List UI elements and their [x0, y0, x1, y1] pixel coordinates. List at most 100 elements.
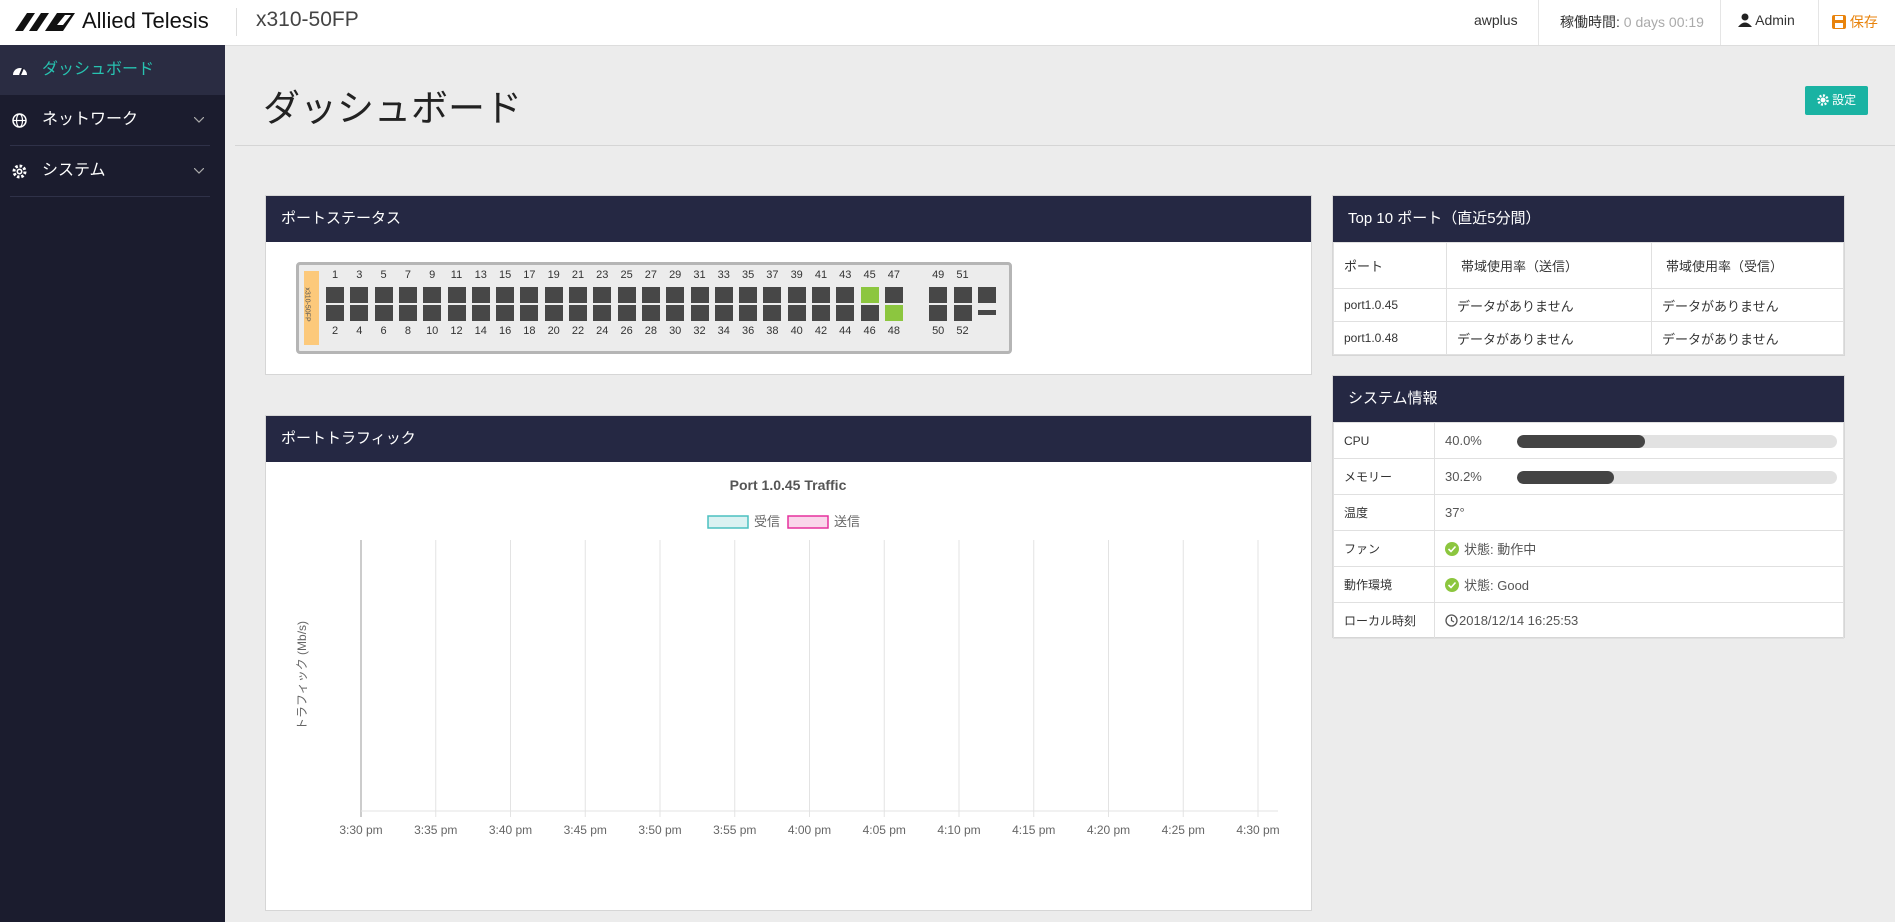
port-number: 29: [669, 269, 682, 281]
panel-title: Top 10 ポート（直近5分間）: [1333, 196, 1844, 242]
x-tick-label: 4:10 pm: [937, 823, 980, 837]
legend-label: 受信: [754, 514, 780, 529]
nav-network[interactable]: ネットワーク: [0, 95, 225, 145]
port-number: 20: [547, 325, 560, 337]
info-text: 状態: Good: [1464, 578, 1530, 593]
title-separator: [235, 145, 1895, 146]
column-header: ポート: [1333, 242, 1447, 289]
port-number: 31: [693, 269, 706, 281]
port-number: 47: [887, 269, 901, 281]
port: [398, 287, 417, 303]
port-number: 6: [380, 325, 387, 337]
status-dot: [1445, 578, 1459, 592]
port-number: 8: [404, 325, 411, 337]
header: Allied Telesis x310-50FP awplus 稼働時間: 0 …: [0, 0, 1895, 46]
port-number: 7: [404, 269, 411, 281]
y-axis-label: トラフィック (Mb/s): [295, 621, 309, 730]
settings-button[interactable]: 設定: [1805, 86, 1868, 115]
chevron: [194, 168, 204, 174]
x-tick-label: 4:20 pm: [1087, 823, 1130, 837]
clock-hands: [1450, 617, 1455, 623]
port: [929, 287, 948, 303]
info-label: ローカル時刻: [1333, 602, 1435, 639]
port: [447, 287, 466, 303]
save-label: 保存: [1849, 14, 1878, 30]
table-header-row: ポート 帯域使用率（送信） 帯域使用率（受信）: [1333, 242, 1844, 289]
port-number: 19: [547, 269, 560, 281]
port: [714, 287, 733, 303]
panel-title: ポートトラフィック: [266, 416, 1311, 462]
x-tick-label: 3:50 pm: [638, 823, 681, 837]
port: [617, 287, 636, 303]
port-number: 1: [331, 269, 339, 281]
clock-icon: [1445, 614, 1458, 627]
x-tick-label: 4:05 pm: [863, 823, 906, 837]
port-number: 40: [790, 325, 803, 337]
legend-label: 送信: [834, 514, 860, 529]
legend-swatch: [787, 515, 829, 529]
port-number: 33: [717, 269, 730, 281]
port-number: 42: [814, 325, 828, 337]
logo-mark: [15, 13, 75, 31]
clock-face: [1445, 614, 1458, 627]
info-row: ファン 状態: 動作中: [1333, 530, 1844, 567]
system-info-panel: システム情報 CPU 40.0% メモリー 30.2% 温度 37° ファン 状態: 動作中動…: [1332, 375, 1845, 639]
chart-title: Port 1.0.45 Traffic: [730, 477, 847, 493]
port: [953, 305, 972, 321]
port-number: 15: [498, 269, 512, 281]
nav-icon: [13, 67, 27, 76]
port: [929, 305, 948, 321]
port-number: 5: [380, 269, 387, 281]
port-number: 46: [863, 325, 876, 337]
port: [471, 305, 490, 321]
info-value: 37°: [1434, 494, 1844, 531]
port-number: 10: [426, 325, 439, 337]
usage-bar: [1517, 471, 1614, 484]
port-number: 34: [717, 325, 730, 337]
divider: [1720, 0, 1721, 45]
port-number: 25: [620, 269, 633, 281]
nav-system[interactable]: システム: [0, 146, 225, 196]
port-number: 22: [571, 325, 585, 337]
model-strip: [304, 271, 319, 345]
status-icon: [1445, 578, 1459, 592]
port-number: 39: [790, 269, 803, 281]
table-row: port1.0.45 データがありません データがありません: [1333, 288, 1844, 322]
user-menu[interactable]: Admin: [1738, 12, 1795, 28]
user-name: Admin: [1755, 12, 1795, 28]
x-tick-label: 3:40 pm: [489, 823, 532, 837]
nav-dashboard[interactable]: ダッシュボード: [0, 45, 225, 95]
port-number: 9: [429, 269, 436, 281]
port-traffic-panel: ポートトラフィック Port 1.0.45 Traffic 受信 送信トラフィック …: [265, 415, 1312, 911]
port: [739, 305, 758, 321]
panel-title: ポートステータス: [266, 196, 1311, 242]
page-title: ダッシュボード: [263, 88, 522, 129]
info-label: 温度: [1333, 494, 1435, 531]
port-number: 50: [932, 325, 945, 337]
port: [812, 287, 830, 303]
legend-swatch: [707, 515, 749, 529]
port-number: 51: [956, 269, 969, 281]
port-number: 23: [596, 269, 609, 281]
port: [374, 287, 393, 303]
info-label: ファン: [1333, 530, 1435, 567]
info-row: メモリー 30.2%: [1333, 458, 1844, 495]
divider: [1538, 0, 1539, 45]
x-tick-label: 4:15 pm: [1012, 823, 1055, 837]
save-icon: [1832, 15, 1846, 29]
port-number: 43: [839, 269, 852, 281]
port-number: 24: [596, 325, 609, 337]
settings-label: 設定: [1832, 93, 1857, 107]
port-status-panel: ポートステータス x310-50FP 1 2 3 4 5 6 7 8 9 10 11 12 13 14 15…: [265, 195, 1312, 375]
info-value: 30.2%: [1434, 458, 1844, 495]
port-number: 35: [741, 269, 755, 281]
port: [617, 305, 636, 321]
port-number: 11: [450, 269, 463, 281]
port: [398, 305, 417, 321]
save-button[interactable]: 保存: [1832, 12, 1878, 32]
port: [593, 287, 612, 303]
info-label: CPU: [1333, 422, 1435, 459]
x-tick-label: 3:35 pm: [414, 823, 457, 837]
port-number: 12: [450, 325, 463, 337]
